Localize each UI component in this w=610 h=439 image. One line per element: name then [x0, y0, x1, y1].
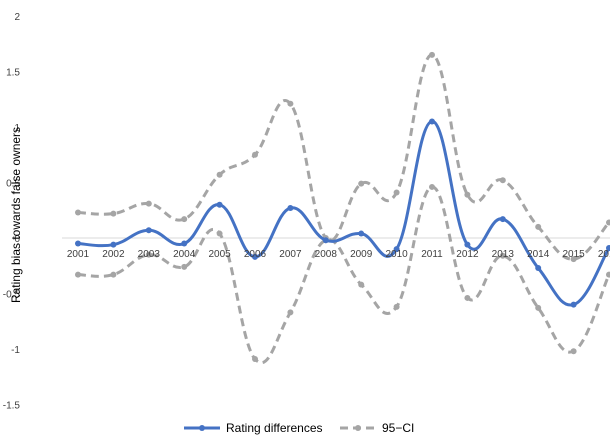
ci-point [358, 180, 365, 187]
rating-point [110, 241, 117, 248]
rating-point [216, 201, 223, 208]
x-tick-label: 2015 [562, 249, 585, 260]
y-tick-label: 1 [14, 123, 20, 134]
y-tick-label: -0.5 [3, 290, 21, 301]
legend-ci-label: 95−CI [382, 421, 414, 435]
ci-point [606, 219, 610, 226]
ci-point [464, 294, 471, 301]
ci-series-line [77, 53, 610, 261]
x-tick-label: 2001 [67, 249, 90, 260]
rating-point [570, 301, 577, 308]
ci-point [75, 209, 81, 216]
ci-point [252, 355, 258, 362]
rating-point [181, 240, 188, 247]
y-tick-label: 2 [14, 12, 20, 23]
rating-point [606, 244, 610, 251]
rating-point [464, 241, 471, 248]
rating-point [322, 237, 329, 244]
y-tick-label: -1 [11, 345, 20, 356]
x-tick-label: 2016 [598, 249, 610, 260]
y-tick-label: 0.5 [6, 179, 20, 190]
ci-point [464, 191, 471, 198]
x-axis-ticks: 2001 2002 2003 2004 2005 2006 2007 2008 2009 2010… [67, 249, 610, 260]
x-tick-label: 2003 [138, 249, 161, 260]
x-tick-label: 2004 [173, 249, 196, 260]
ci-point [216, 171, 223, 178]
x-tick-label: 2007 [279, 249, 302, 260]
x-tick-label: 2009 [350, 249, 373, 260]
ci-point [287, 100, 294, 107]
ci-point [535, 223, 542, 230]
ci-point [570, 256, 577, 263]
ci-point [429, 51, 435, 58]
rating-point [287, 205, 294, 212]
x-tick-label: 2010 [385, 249, 408, 260]
ci-point [393, 303, 400, 310]
rating-point [535, 264, 542, 271]
rating-point [429, 118, 435, 125]
ci-point [181, 263, 188, 270]
ci-point [252, 151, 258, 158]
ci-point [110, 210, 117, 217]
y-tick-label: -1.5 [3, 401, 21, 412]
ci-point [606, 271, 610, 278]
ci-point [145, 251, 152, 258]
rating-differences-line [77, 119, 610, 307]
y-axis-ticks: -1.5 -1 -0.5 0 0.5 1 1.5 2 [3, 12, 21, 412]
rating-point [393, 246, 400, 253]
legend-marker [355, 425, 361, 431]
x-tick-label: 2008 [315, 249, 338, 260]
ci-point [535, 304, 542, 311]
rating-point [499, 216, 506, 223]
x-tick-label: 2014 [527, 249, 550, 260]
x-tick-label: 2012 [456, 249, 479, 260]
legend: Rating differences 95−CI [184, 421, 414, 435]
rating-point [145, 227, 152, 234]
x-tick-label: 2011 [421, 249, 443, 260]
ci-point [393, 189, 400, 196]
x-tick-label: 2013 [492, 249, 515, 260]
series-layer [75, 51, 610, 364]
ci-point [499, 177, 506, 184]
y-tick-label: 0 [14, 234, 20, 245]
x-tick-label: 2002 [102, 249, 125, 260]
ci-point [570, 348, 577, 355]
rating-point [75, 240, 81, 247]
legend-marker [199, 425, 205, 431]
x-tick-label: 2005 [208, 249, 231, 260]
ci-series-line [77, 185, 610, 364]
y-tick-label: 1.5 [6, 68, 20, 79]
ci-point [75, 271, 81, 278]
legend-rating-label: Rating differences [226, 421, 323, 435]
ci-point [216, 230, 223, 237]
x-tick-label: 2006 [244, 249, 267, 260]
ci-point [110, 271, 117, 278]
ci-point [287, 309, 294, 316]
ci-point [358, 281, 365, 288]
y-axis-title: Rating bias towards false owners [9, 127, 23, 303]
ci-point [429, 183, 435, 190]
ci-point [499, 252, 506, 259]
rating-point [358, 230, 365, 237]
rating-point [252, 253, 258, 260]
ci-point [181, 216, 188, 223]
ci-point [145, 200, 152, 207]
